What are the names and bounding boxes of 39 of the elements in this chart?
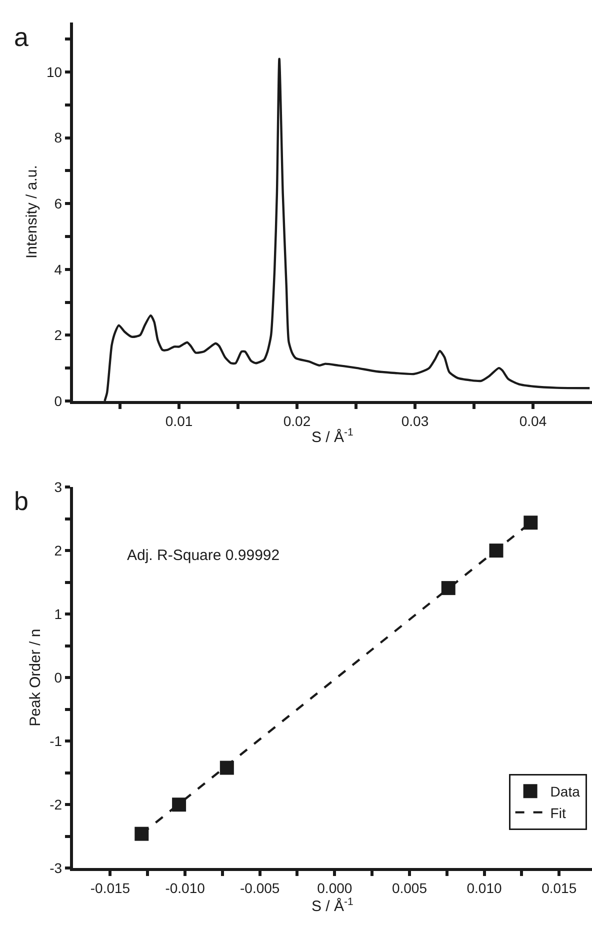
y-tick-label: 8	[54, 130, 62, 146]
legend-label: Data	[550, 784, 580, 800]
y-axis-title: Intensity / a.u.	[24, 165, 41, 259]
x-axis-title: S / Å$^{-1}$	[311, 896, 354, 916]
legend-label: Fit	[550, 804, 566, 821]
y-tick-label: 4	[54, 261, 62, 278]
y-tick-label: 2	[54, 542, 62, 558]
y-tick-label: 6	[54, 195, 62, 212]
x-tick-label: 0.010	[466, 880, 502, 896]
y-tick-label: -2	[50, 796, 62, 813]
x-tick-label: 0.04	[519, 412, 547, 429]
y-tick-label: -1	[50, 733, 62, 750]
y-tick-label: 0	[54, 392, 62, 409]
y-tick-label: 2	[54, 327, 62, 344]
point	[172, 798, 186, 812]
annotation: Adj. R-Square 0.99992	[127, 547, 280, 564]
x-tick-label: 0.000	[317, 880, 352, 896]
point	[134, 826, 149, 841]
x-axis-title: S / Å$^{-1}$	[311, 426, 354, 446]
y-tick-label: 10	[46, 64, 62, 80]
chart-title: a	[14, 22, 29, 52]
point	[489, 544, 504, 558]
x-tick-label: 0.02	[283, 412, 311, 429]
x-tick-label: -0.015	[90, 880, 130, 896]
x-tick-label: -0.010	[165, 880, 206, 896]
y-axis-title: Peak Order / n	[26, 628, 44, 726]
point	[441, 581, 456, 596]
x-tick-label: 0.01	[165, 412, 193, 429]
y-tick-label: -3	[50, 860, 62, 876]
x-tick-label: 0.03	[401, 412, 429, 429]
point	[524, 516, 538, 530]
x-tick-label: 0.015	[542, 880, 577, 896]
y-tick-label: 3	[54, 478, 62, 495]
chart-title: b	[14, 486, 28, 516]
y-tick-label: 0	[54, 670, 62, 686]
x-tick-label: -0.005	[240, 880, 280, 896]
y-tick-label: 1	[54, 606, 62, 622]
x-tick-label: 0.005	[392, 880, 428, 896]
point	[220, 760, 234, 775]
